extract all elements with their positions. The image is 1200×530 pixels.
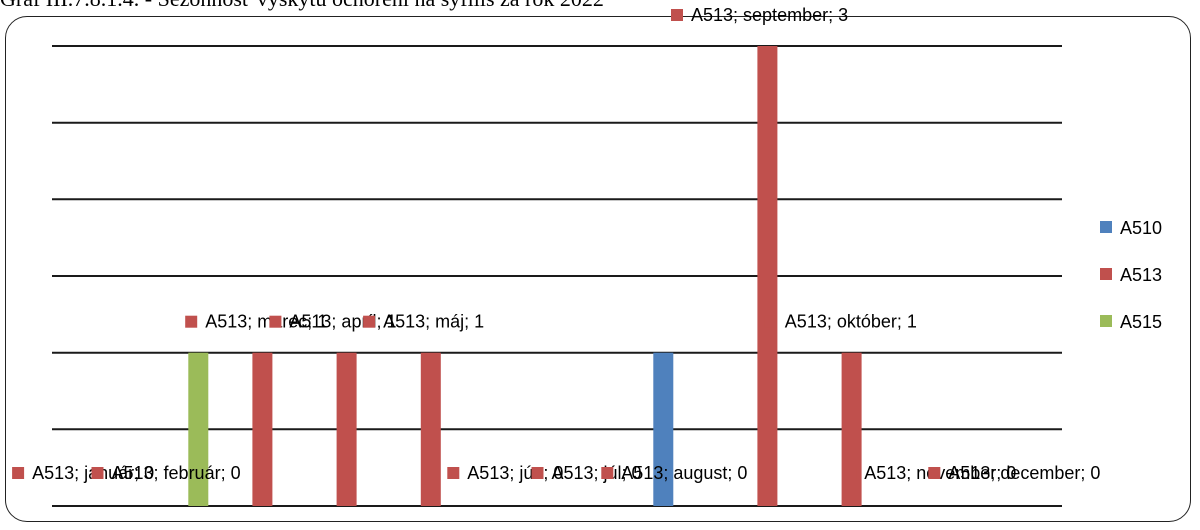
- data-label: A513; august; 0: [601, 463, 747, 483]
- legend-label: A510: [1120, 218, 1162, 238]
- data-label-marker: [531, 467, 544, 479]
- bar-a510-august: [653, 352, 674, 506]
- legend-label: A515: [1120, 312, 1162, 332]
- data-label: A513; júl; 0: [531, 463, 642, 483]
- bar-a515-február: [188, 352, 209, 506]
- data-label-marker: [844, 467, 857, 479]
- data-label-marker: [601, 467, 614, 479]
- bar-a513-máj: [420, 352, 441, 506]
- legend-item-a515: A515: [1100, 312, 1162, 332]
- bar-a513-marec: [252, 352, 273, 506]
- chart-caption: Graf III.7.8.1.4. - Sezónnosť výskytu oc…: [0, 0, 604, 12]
- gridlines: [52, 45, 1062, 507]
- legend-item-a513: A513: [1100, 265, 1162, 285]
- legend-swatch: [1100, 315, 1112, 327]
- bar-a513-september: [757, 46, 778, 506]
- data-label-text: A513; október; 1: [785, 312, 917, 332]
- data-label: A513; máj; 1: [363, 312, 484, 332]
- legend-label: A513: [1120, 265, 1162, 285]
- data-label-text: A513; február; 0: [112, 463, 241, 483]
- data-label-text: A513; máj; 1: [383, 312, 484, 332]
- data-label-marker: [447, 467, 460, 479]
- legend: A510 A513 A515: [1100, 218, 1162, 332]
- data-label-text: A513; september; 3: [691, 5, 848, 25]
- data-label-marker: [764, 315, 777, 328]
- data-label-text: A513; apríl; 1: [289, 312, 396, 332]
- data-label: A513; marec; 1: [185, 312, 327, 332]
- data-label-text: A513; júl; 0: [552, 463, 642, 483]
- bar-a513-október: [841, 352, 862, 506]
- data-label-marker: [671, 9, 683, 21]
- data-label-text: A513; august; 0: [621, 463, 747, 483]
- legend-swatch: [1100, 221, 1112, 233]
- data-label-marker: [185, 315, 198, 328]
- data-label-text: A513; jún; 0: [467, 463, 563, 483]
- data-label: A513; september; 3: [671, 5, 848, 25]
- data-label-text: A513; december; 0: [948, 463, 1100, 483]
- data-label: A513; apríl; 1: [269, 312, 396, 332]
- data-label-marker: [269, 315, 282, 328]
- data-label-marker: [91, 467, 104, 479]
- bar-a513-apríl: [336, 352, 357, 506]
- data-label: A513; október; 1: [764, 312, 917, 332]
- legend-item-a510: A510: [1100, 218, 1162, 238]
- data-label: A513; december; 0: [928, 463, 1100, 483]
- data-label-marker: [363, 315, 376, 328]
- data-label: A513; jún; 0: [447, 463, 563, 483]
- legend-swatch: [1100, 268, 1112, 280]
- data-label: A513; február; 0: [91, 463, 241, 483]
- data-label-marker: [12, 467, 25, 479]
- data-label-marker: [928, 467, 941, 479]
- data-label-text: A513; marec; 1: [205, 312, 327, 332]
